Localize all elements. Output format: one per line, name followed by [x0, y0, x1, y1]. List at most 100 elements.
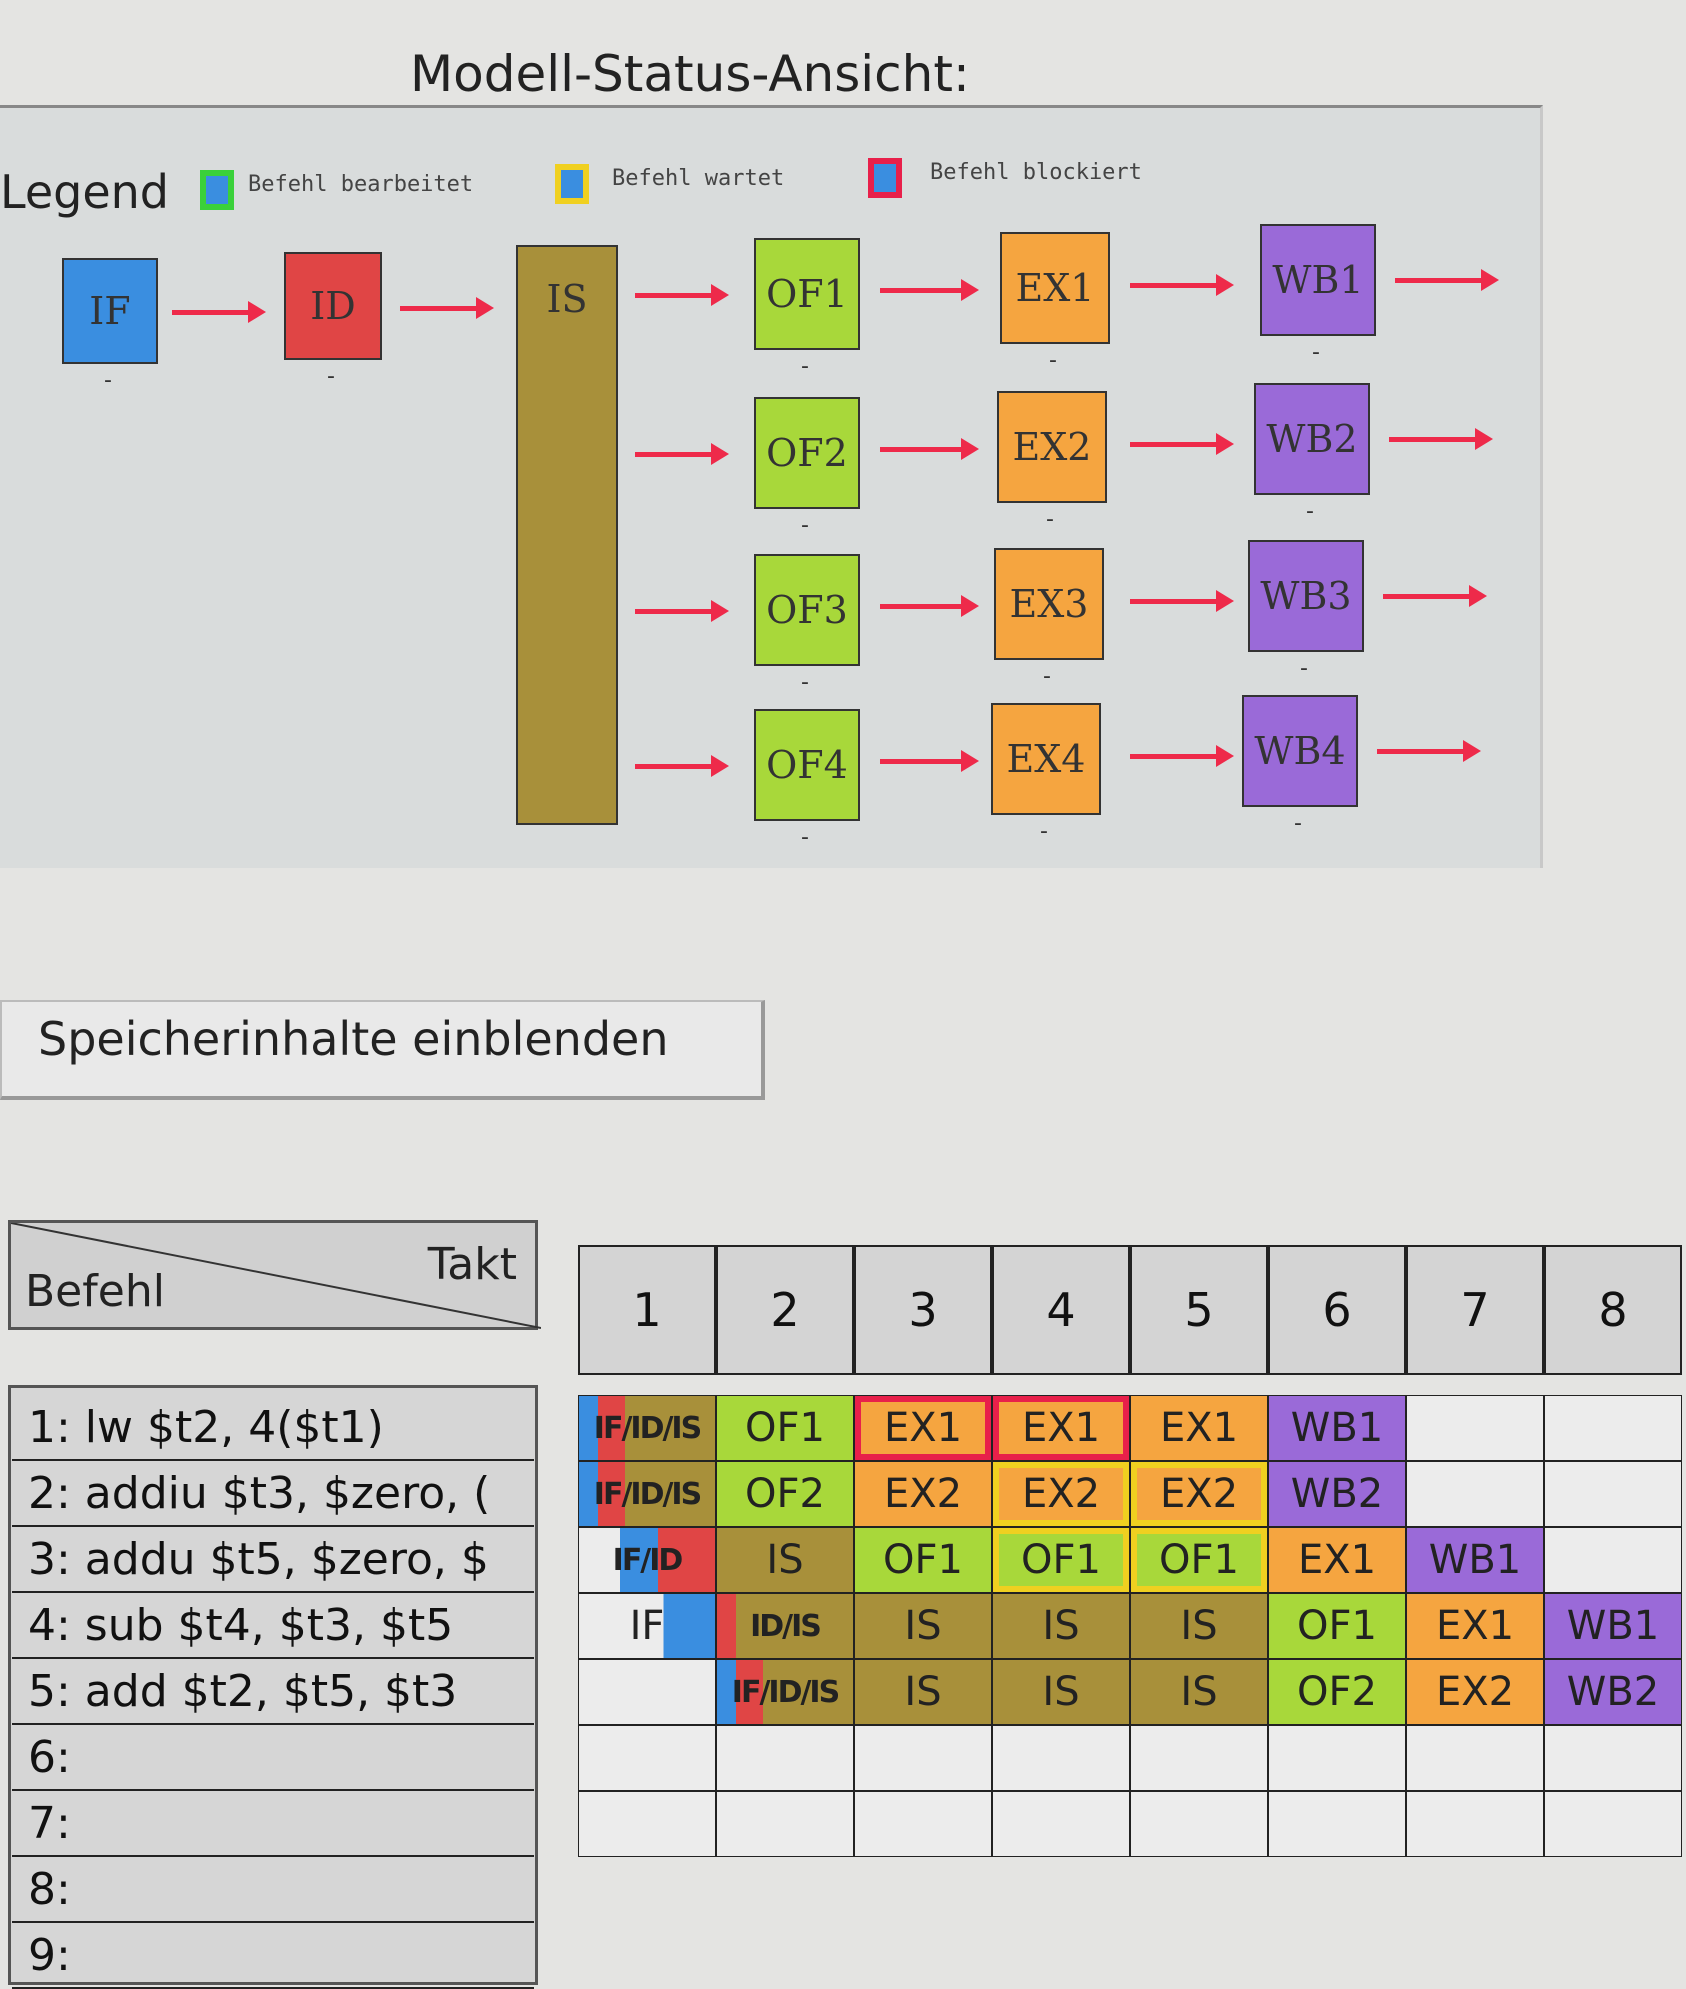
- pipeline-cell-4-2: ID/IS: [716, 1593, 854, 1659]
- stage-wb4-value: -: [1294, 811, 1302, 836]
- legend-swatch-blocked: [868, 158, 902, 198]
- pipeline-cell-1-3: EX1: [854, 1395, 992, 1461]
- pipeline-cell-5-8: WB2: [1544, 1659, 1682, 1725]
- instruction-row: 9:: [12, 1923, 534, 1989]
- arrow-icon: [880, 279, 979, 301]
- stage-wb1-value: -: [1312, 340, 1320, 365]
- arrow-icon: [1383, 585, 1487, 607]
- instruction-row: 5: add $t2, $t5, $t3: [12, 1659, 534, 1725]
- pipeline-cell-5-6: OF2: [1268, 1659, 1406, 1725]
- empty-cell: [1406, 1791, 1544, 1857]
- pipeline-cell-1-1: IF/ID/IS: [578, 1395, 716, 1461]
- pipeline-cell-4-5: IS: [1130, 1593, 1268, 1659]
- pipeline-cell-2-2: OF2: [716, 1461, 854, 1527]
- arrow-icon: [880, 750, 979, 772]
- stage-of1-value: -: [801, 354, 809, 379]
- pipeline-cell-4-7: EX1: [1406, 1593, 1544, 1659]
- arrow-icon: [635, 284, 729, 306]
- arrow-icon: [1130, 433, 1234, 455]
- stage-if: IF: [62, 258, 158, 364]
- empty-cell: [1406, 1461, 1544, 1527]
- pipeline-cell-3-4: OF1: [992, 1527, 1130, 1593]
- pipeline-cell-2-5: EX2: [1130, 1461, 1268, 1527]
- empty-cell: [1406, 1725, 1544, 1791]
- table-corner-header: Befehl Takt: [8, 1220, 541, 1330]
- empty-cell: [992, 1791, 1130, 1857]
- pipeline-cell-4-4: IS: [992, 1593, 1130, 1659]
- empty-cell: [1544, 1725, 1682, 1791]
- column-header-befehl: Befehl: [25, 1266, 165, 1317]
- arrow-icon: [880, 595, 979, 617]
- empty-cell: [1130, 1791, 1268, 1857]
- stage-of4-value: -: [801, 825, 809, 850]
- pipeline-cell-3-6: EX1: [1268, 1527, 1406, 1593]
- arrow-icon: [1130, 274, 1234, 296]
- empty-cell: [1544, 1791, 1682, 1857]
- stage-ex2: EX2: [997, 391, 1107, 503]
- column-header-takt: Takt: [427, 1239, 517, 1290]
- empty-cell: [1544, 1527, 1682, 1593]
- stage-ex2-value: -: [1046, 507, 1054, 532]
- pipeline-cell-2-4: EX2: [992, 1461, 1130, 1527]
- stage-wb2: WB2: [1254, 383, 1370, 495]
- empty-cell: [1406, 1395, 1544, 1461]
- stage-if-value: -: [104, 368, 112, 393]
- pipeline-cell-3-1: IF/ID: [578, 1527, 716, 1593]
- takt-header-8: 8: [1544, 1245, 1682, 1375]
- pipeline-cell-5-5: IS: [1130, 1659, 1268, 1725]
- legend-text-processing: Befehl bearbeitet: [248, 172, 474, 197]
- stage-of3-value: -: [801, 670, 809, 695]
- instruction-row: 4: sub $t4, $t3, $t5: [12, 1593, 534, 1659]
- diagonal-divider: [11, 1223, 541, 1329]
- takt-header-1: 1: [578, 1245, 716, 1375]
- empty-cell: [992, 1725, 1130, 1791]
- arrow-icon: [635, 755, 729, 777]
- stage-wb4: WB4: [1242, 695, 1358, 807]
- pipeline-cell-4-6: OF1: [1268, 1593, 1406, 1659]
- stage-ex3-value: -: [1043, 664, 1051, 689]
- pipeline-cell-1-2: OF1: [716, 1395, 854, 1461]
- pipeline-cell-2-1: IF/ID/IS: [578, 1461, 716, 1527]
- pipeline-cell-4-3: IS: [854, 1593, 992, 1659]
- instruction-row: 1: lw $t2, 4($t1): [12, 1395, 534, 1461]
- pipeline-cell-2-6: WB2: [1268, 1461, 1406, 1527]
- arrow-icon: [635, 600, 729, 622]
- stage-of4: OF4: [754, 709, 860, 821]
- arrow-icon: [1395, 269, 1499, 291]
- arrow-icon: [1389, 428, 1493, 450]
- arrow-icon: [1130, 590, 1234, 612]
- empty-cell: [716, 1725, 854, 1791]
- empty-cell: [578, 1791, 716, 1857]
- arrow-icon: [880, 438, 979, 460]
- empty-cell: [854, 1725, 992, 1791]
- stage-of1: OF1: [754, 238, 860, 350]
- takt-header-6: 6: [1268, 1245, 1406, 1375]
- arrow-icon: [635, 443, 729, 465]
- stage-id-value: -: [327, 364, 335, 389]
- stage-is: IS: [516, 245, 618, 825]
- instruction-row: 7:: [12, 1791, 534, 1857]
- stage-wb3: WB3: [1248, 540, 1364, 652]
- takt-header-5: 5: [1130, 1245, 1268, 1375]
- empty-cell: [1544, 1395, 1682, 1461]
- empty-cell: [1544, 1461, 1682, 1527]
- show-memory-button[interactable]: Speicherinhalte einblenden: [0, 1000, 765, 1100]
- legend-label: Legend: [0, 165, 169, 219]
- empty-cell: [1268, 1725, 1406, 1791]
- pipeline-cell-3-7: WB1: [1406, 1527, 1544, 1593]
- empty-cell: [1268, 1791, 1406, 1857]
- takt-header-7: 7: [1406, 1245, 1544, 1375]
- stage-ex1-value: -: [1049, 348, 1057, 373]
- stage-of2: OF2: [754, 397, 860, 509]
- arrow-icon: [1377, 740, 1481, 762]
- instruction-row: 3: addu $t5, $zero, $: [12, 1527, 534, 1593]
- empty-cell: [716, 1791, 854, 1857]
- arrow-icon: [1130, 745, 1234, 767]
- legend-swatch-waiting: [555, 164, 589, 204]
- pipeline-cell-1-6: WB1: [1268, 1395, 1406, 1461]
- instruction-row: 8:: [12, 1857, 534, 1923]
- pipeline-cell-4-1: IF: [578, 1593, 716, 1659]
- empty-cell: [578, 1659, 716, 1725]
- pipeline-cell-1-4: EX1: [992, 1395, 1130, 1461]
- stage-wb1: WB1: [1260, 224, 1376, 336]
